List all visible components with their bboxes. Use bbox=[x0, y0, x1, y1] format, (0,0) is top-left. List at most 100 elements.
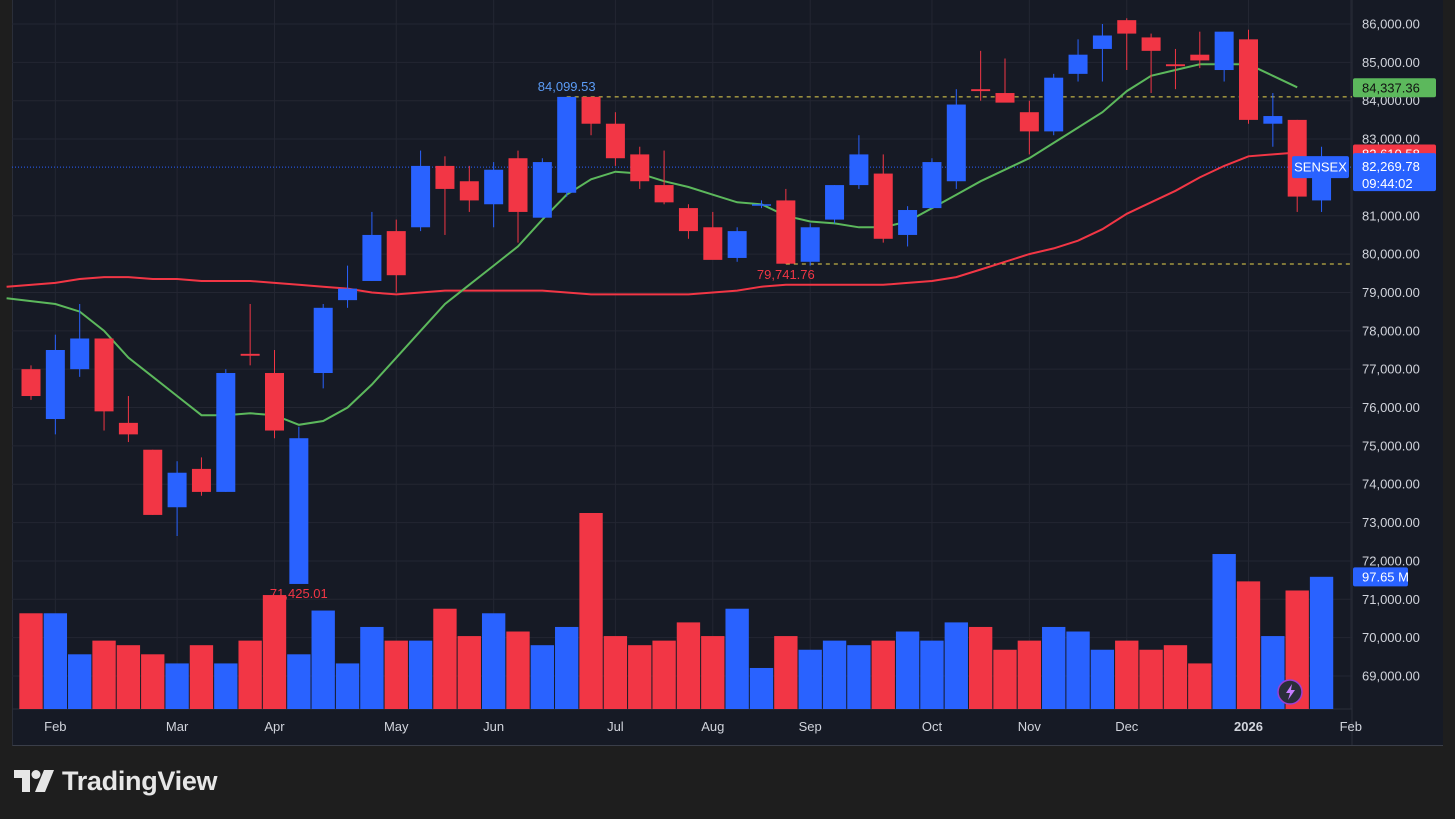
candle-body bbox=[873, 173, 893, 239]
candle bbox=[727, 227, 747, 262]
candle bbox=[971, 50, 991, 101]
candle-body bbox=[678, 208, 698, 232]
candle-body bbox=[654, 185, 674, 203]
price-tick-label: 81,000.00 bbox=[1362, 208, 1420, 223]
price-tick-label: 69,000.00 bbox=[1362, 669, 1420, 684]
volume-bar bbox=[408, 640, 433, 709]
volume-tag-label: 97.65 M bbox=[1362, 569, 1409, 584]
candle-body bbox=[265, 373, 284, 431]
volume-bar bbox=[335, 663, 360, 709]
candle-body bbox=[143, 449, 163, 515]
candle bbox=[605, 112, 625, 166]
price-tick-label: 72,000.00 bbox=[1362, 553, 1420, 568]
price-tick-label: 71,000.00 bbox=[1362, 592, 1420, 607]
lightning-icon[interactable] bbox=[1286, 684, 1295, 700]
time-tick-label: Dec bbox=[1115, 719, 1139, 734]
volume-bar bbox=[847, 645, 871, 709]
candle bbox=[508, 150, 528, 243]
volume-bar bbox=[287, 654, 311, 709]
candle bbox=[362, 211, 382, 281]
volume-bar bbox=[993, 649, 1017, 709]
price-tags: 84,337.3682,610.5882,269.7809:44:02SENSE… bbox=[1292, 78, 1436, 587]
candle bbox=[70, 303, 90, 377]
volume-bar bbox=[628, 645, 652, 709]
volume-bar bbox=[822, 640, 847, 709]
candle bbox=[1019, 100, 1039, 155]
candle bbox=[1068, 39, 1088, 82]
candle-body bbox=[922, 162, 942, 209]
price-chart[interactable]: 84,099.53 79,741.76 71,425.01 86,000.00 85,… bbox=[0, 0, 1455, 745]
price-tick-label: 75,000.00 bbox=[1362, 438, 1420, 453]
candle-body bbox=[1214, 31, 1234, 71]
symbol-tag-bg bbox=[1292, 156, 1349, 179]
candle-body bbox=[1263, 116, 1283, 124]
candle-body bbox=[216, 373, 236, 492]
moving-averages bbox=[6, 63, 1298, 426]
volume-bar bbox=[1163, 645, 1188, 709]
grid-lines bbox=[12, 0, 1353, 745]
candle-body bbox=[94, 338, 114, 412]
time-axis[interactable]: Feb Mar Apr May Jun Jul Aug Sep Oct Nov Dec 2026 Feb bbox=[44, 719, 1362, 734]
candle bbox=[45, 334, 65, 435]
candles bbox=[21, 18, 1332, 584]
time-tick-label: May bbox=[384, 719, 409, 734]
tradingview-logo-icon bbox=[14, 770, 54, 792]
candle-body bbox=[1068, 54, 1088, 74]
volume-bar bbox=[1212, 554, 1236, 709]
volume-bar bbox=[481, 613, 506, 709]
candle bbox=[752, 200, 771, 209]
volume-bar bbox=[360, 626, 384, 709]
candle bbox=[532, 158, 552, 218]
last-price-value: 82,269.78 bbox=[1362, 159, 1420, 174]
candle bbox=[849, 135, 869, 189]
volume-bar bbox=[1017, 640, 1042, 709]
candle bbox=[118, 396, 138, 443]
candle bbox=[995, 58, 1015, 103]
candle-body bbox=[411, 165, 431, 228]
candle bbox=[338, 265, 358, 308]
time-tick-label: Feb bbox=[1340, 719, 1362, 734]
volume-bar bbox=[43, 613, 68, 709]
price-tick-label: 73,000.00 bbox=[1362, 515, 1420, 530]
candle-body bbox=[605, 123, 625, 159]
tradingview-logo[interactable]: TradingView bbox=[14, 764, 218, 798]
volume-bar bbox=[238, 640, 262, 709]
candle bbox=[1141, 33, 1161, 94]
candle bbox=[167, 461, 187, 537]
volume-bar bbox=[189, 645, 214, 709]
time-tick-label: Feb bbox=[44, 719, 66, 734]
brand-name: TradingView bbox=[62, 765, 218, 796]
flash-button[interactable] bbox=[1277, 679, 1303, 705]
candle bbox=[191, 457, 211, 496]
candle-body bbox=[118, 422, 138, 435]
candle bbox=[557, 96, 577, 197]
volume-bar bbox=[262, 595, 287, 709]
volume-bar bbox=[214, 663, 238, 709]
candle bbox=[411, 150, 431, 232]
candle bbox=[313, 303, 333, 389]
time-tick-label: Apr bbox=[264, 719, 285, 734]
candle bbox=[800, 223, 820, 266]
candle bbox=[1239, 29, 1258, 124]
volume-bar bbox=[1042, 626, 1066, 709]
candle-body bbox=[995, 93, 1015, 103]
time-tick-label: Aug bbox=[701, 719, 724, 734]
time-tick-label: Sep bbox=[799, 719, 822, 734]
candle bbox=[825, 185, 845, 224]
candle bbox=[1117, 18, 1137, 71]
price-tick-label: 80,000.00 bbox=[1362, 247, 1420, 262]
candle-body bbox=[727, 231, 747, 258]
candle-body bbox=[1117, 20, 1137, 34]
volume-bar bbox=[141, 654, 165, 709]
candle bbox=[216, 369, 236, 492]
candle-body bbox=[800, 227, 820, 262]
candle bbox=[581, 96, 601, 136]
candle-body bbox=[21, 369, 41, 397]
price-axis[interactable]: 86,000.0085,000.0084,000.0083,000.0081,0… bbox=[1362, 17, 1420, 684]
candle bbox=[630, 146, 650, 189]
candle-body bbox=[825, 185, 845, 220]
candle bbox=[1190, 31, 1210, 69]
candle-body bbox=[946, 104, 966, 182]
volume-bars bbox=[19, 513, 1334, 709]
volume-bar bbox=[725, 608, 749, 709]
